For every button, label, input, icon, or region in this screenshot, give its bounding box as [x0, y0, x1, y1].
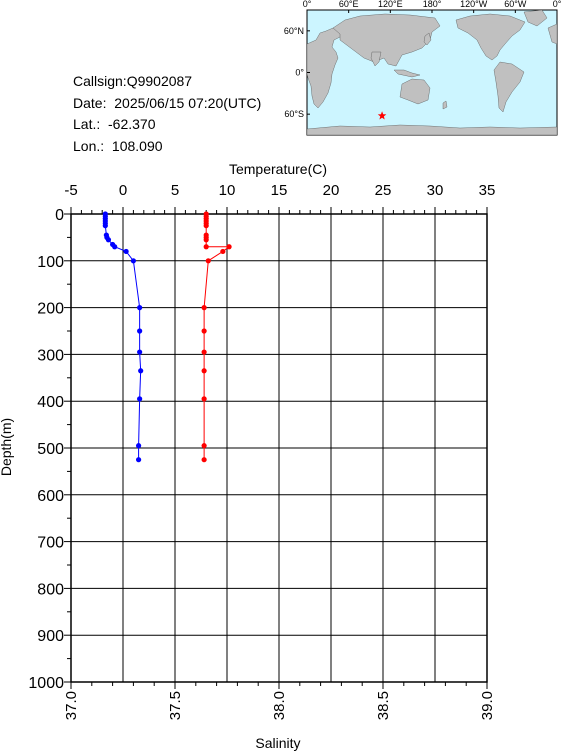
depth-tick-label: 300	[37, 347, 64, 364]
data-series	[102, 211, 232, 463]
depth-tick-label: 200	[37, 301, 64, 318]
map-landmasses	[307, 10, 557, 135]
temperature-tick-label: 10	[219, 182, 236, 199]
land-india	[370, 51, 382, 67]
depth-tick-label: 400	[37, 394, 64, 411]
map-lat-label: 60°S	[284, 109, 304, 119]
salinity-data-point	[201, 443, 207, 449]
float-info: Callsign:Q9902087 Date: 2025/06/15 07:20…	[73, 71, 261, 157]
salinity-series	[201, 211, 232, 463]
salinity-tick-label: 38.5	[375, 691, 392, 720]
depth-tick-label: 100	[37, 254, 64, 271]
salinity-axis: 37.0 37.5 38.0 38.5 39.0	[63, 682, 496, 720]
date-text: Date: 2025/06/15 07:20(UTC)	[73, 94, 262, 111]
temperature-axis-label: Temperature(C)	[229, 161, 327, 177]
salinity-data-point	[201, 349, 207, 355]
salinity-tick-label: 38.0	[271, 691, 288, 720]
depth-tick-label: 800	[37, 581, 64, 598]
depth-tick-label: 0	[55, 207, 64, 224]
salinity-data-point	[205, 258, 211, 264]
land-north-america	[455, 13, 526, 61]
temperature-data-point	[102, 223, 108, 229]
salinity-data-point	[226, 244, 232, 250]
location-map: 0° 60°E 120°E 180° 120°W 60°W 0° 60°N 0° 60°S	[284, 0, 562, 136]
temperature-data-point	[136, 443, 142, 449]
temperature-data-point	[137, 328, 143, 334]
salinity-data-point	[203, 237, 209, 243]
temperature-data-point	[137, 396, 143, 402]
land-greenland	[523, 10, 548, 27]
depth-axis-label: Depth(m)	[0, 418, 14, 476]
land-europe-east-edge	[547, 23, 557, 45]
map-lat-label: 0°	[295, 68, 304, 78]
temperature-data-point	[136, 457, 142, 463]
land-australia	[399, 78, 431, 105]
map-lon-label: 60°E	[339, 0, 359, 9]
land-asia	[332, 13, 441, 67]
temperature-data-point	[138, 368, 144, 374]
chart-grid	[70, 213, 488, 683]
temperature-axis: -5 0 5 10 15 20 25 30 35	[64, 182, 495, 214]
land-africa-europe	[307, 26, 346, 109]
float-position-marker	[377, 111, 387, 120]
temperature-tick-label: -5	[64, 182, 77, 199]
map-lon-label: 120°E	[378, 0, 403, 9]
temperature-data-point	[112, 244, 118, 250]
salinity-axis-label: Salinity	[255, 735, 300, 751]
salinity-data-point	[201, 368, 207, 374]
salinity-data-point	[201, 328, 207, 334]
salinity-data-point	[203, 244, 209, 250]
salinity-data-point	[220, 248, 226, 255]
map-lat-label: 60°N	[284, 26, 304, 36]
temperature-data-point	[137, 305, 143, 311]
salinity-data-point	[201, 457, 207, 463]
temperature-tick-label: 15	[271, 182, 288, 199]
temperature-data-point	[123, 248, 129, 255]
profile-chart: -5 0 5 10 15 20 25 30 35 37.0 37.5 38.0 38.5 39.0 01…	[0, 161, 496, 751]
land-new-zealand	[442, 100, 448, 110]
map-lon-label: 60°W	[504, 0, 527, 9]
temperature-tick-label: 35	[479, 182, 496, 199]
map-lon-label: 180°	[423, 0, 442, 9]
depth-tick-label: 500	[37, 441, 64, 458]
land-south-america	[493, 61, 525, 113]
land-indonesia	[393, 69, 421, 78]
salinity-data-point	[203, 223, 209, 229]
salinity-tick-label: 37.0	[63, 691, 80, 720]
temperature-tick-label: 25	[375, 182, 392, 199]
depth-tick-label: 900	[37, 628, 64, 645]
depth-tick-label: 600	[37, 488, 64, 505]
map-lon-label: 0°	[553, 0, 562, 9]
land-japan	[423, 32, 432, 46]
temperature-tick-label: 20	[323, 182, 340, 199]
latitude-text: Lat.: -62.370	[73, 116, 156, 132]
salinity-tick-label: 37.5	[167, 691, 184, 720]
depth-axis: 0 100 200 300 400 500 600 700 800 900 1000	[28, 207, 71, 692]
temperature-series	[102, 211, 144, 463]
depth-tick-label: 1000	[28, 675, 64, 692]
land-antarctica	[307, 124, 557, 135]
temperature-data-point	[130, 258, 136, 264]
salinity-data-point	[201, 305, 207, 311]
temperature-data-point	[137, 349, 143, 355]
map-lon-label: 120°W	[460, 0, 488, 9]
salinity-tick-label: 39.0	[479, 691, 496, 720]
depth-tick-label: 700	[37, 535, 64, 552]
temperature-tick-label: 30	[427, 182, 444, 199]
temperature-tick-label: 0	[119, 182, 127, 199]
salinity-data-point	[201, 396, 207, 402]
temperature-data-point	[105, 237, 112, 243]
callsign-text: Callsign:Q9902087	[73, 73, 193, 89]
longitude-text: Lon.: 108.090	[73, 137, 163, 154]
temperature-tick-label: 5	[171, 182, 179, 199]
map-lon-label: 0°	[303, 0, 312, 9]
